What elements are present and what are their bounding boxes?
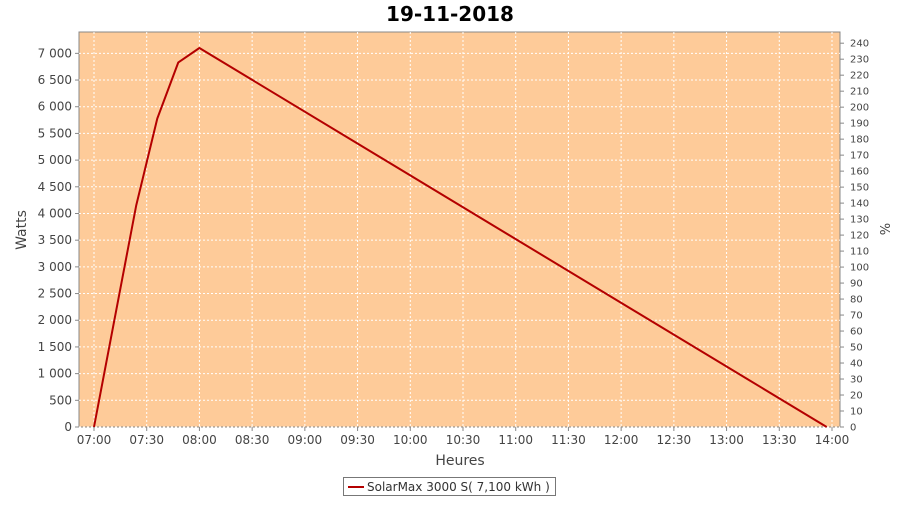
x-tick-label: 14:00 [815,433,850,447]
y-tick-label: 3 500 [38,233,72,247]
grid-layer [79,32,840,428]
y2-tick-label: 110 [850,247,869,258]
x-tick-label: 12:00 [604,433,639,447]
plot-area [78,31,841,428]
y2-tick-label: 40 [850,359,863,370]
y2-tick-label: 30 [850,375,863,386]
y-tick-label: 3 000 [38,260,72,274]
x-tick-label: 09:00 [288,433,323,447]
y2-tick-label: 10 [850,407,863,418]
x-tick-label: 08:30 [235,433,270,447]
x-axis: 07:00 07:30 08:00 08:30 09:00 09:30 10:00 10:30… [77,427,850,447]
x-tick-label: 12:30 [657,433,692,447]
y-tick-label: 7 000 [38,46,72,60]
y2-tick-label: 50 [850,343,863,354]
y-tick-label: 4 000 [38,206,72,220]
y2-tick-label: 0 [850,423,856,434]
x-tick-label: 11:30 [551,433,586,447]
y2-tick-label: 150 [850,183,869,194]
x-tick-label: 10:30 [446,433,481,447]
y-tick-label: 1 000 [38,367,72,381]
x-tick-label: 13:00 [709,433,744,447]
y2-tick-label: 240 [850,39,869,50]
y2-tick-label: 210 [850,87,869,98]
y-tick-label: 500 [49,393,72,407]
y2-tick-label: 160 [850,167,869,178]
x-tick-label: 07:30 [129,433,164,447]
y-tick-label: 4 500 [38,180,72,194]
y-axis-left: 0 500 1 000 1 500 2 000 2 500 3 000 3 500 4 000 4… [38,46,79,434]
y2-tick-label: 230 [850,55,869,66]
y2-tick-label: 140 [850,199,869,210]
y2-tick-label: 200 [850,103,869,114]
y-axis-right: 0 10 20 30 40 50 60 70 80 90 100 110 120 130 140 150 160… [840,39,869,434]
y-tick-label: 1 500 [38,340,72,354]
y2-tick-label: 100 [850,263,869,274]
series-layer [93,47,828,428]
y2-tick-label: 90 [850,279,863,290]
chart-title: 19-11-2018 [386,2,514,26]
x-axis-label: Heures [435,453,484,469]
legend-label: SolarMax 3000 S( 7,100 kWh ) [367,479,550,494]
legend-swatch [348,485,364,488]
y2-tick-label: 120 [850,231,869,242]
y-tick-label: 2 500 [38,287,72,301]
y-tick-label: 6 000 [38,100,72,114]
x-tick-label: 11:00 [498,433,533,447]
x-tick-label: 10:00 [393,433,428,447]
y2-axis-label: % [876,223,891,235]
series-line [93,47,828,428]
x-tick-label: 09:30 [340,433,375,447]
y-tick-label: 5 000 [38,153,72,167]
y-tick-label: 2 000 [38,313,72,327]
y2-tick-label: 220 [850,71,869,82]
y-tick-label: 6 500 [38,73,72,87]
y2-tick-label: 170 [850,151,869,162]
x-tick-label: 08:00 [182,433,217,447]
x-tick-label: 07:00 [77,433,112,447]
y2-tick-label: 60 [850,327,863,338]
y2-tick-label: 190 [850,119,869,130]
y2-tick-label: 80 [850,295,863,306]
y2-tick-label: 70 [850,311,863,322]
y2-tick-label: 180 [850,135,869,146]
y-tick-label: 5 500 [38,126,72,140]
y2-tick-label: 130 [850,215,869,226]
y-tick-label: 0 [64,420,72,434]
y2-tick-label: 20 [850,391,863,402]
legend: SolarMax 3000 S( 7,100 kWh ) [343,477,556,496]
x-tick-label: 13:30 [762,433,797,447]
y-axis-label: Watts [14,210,30,250]
